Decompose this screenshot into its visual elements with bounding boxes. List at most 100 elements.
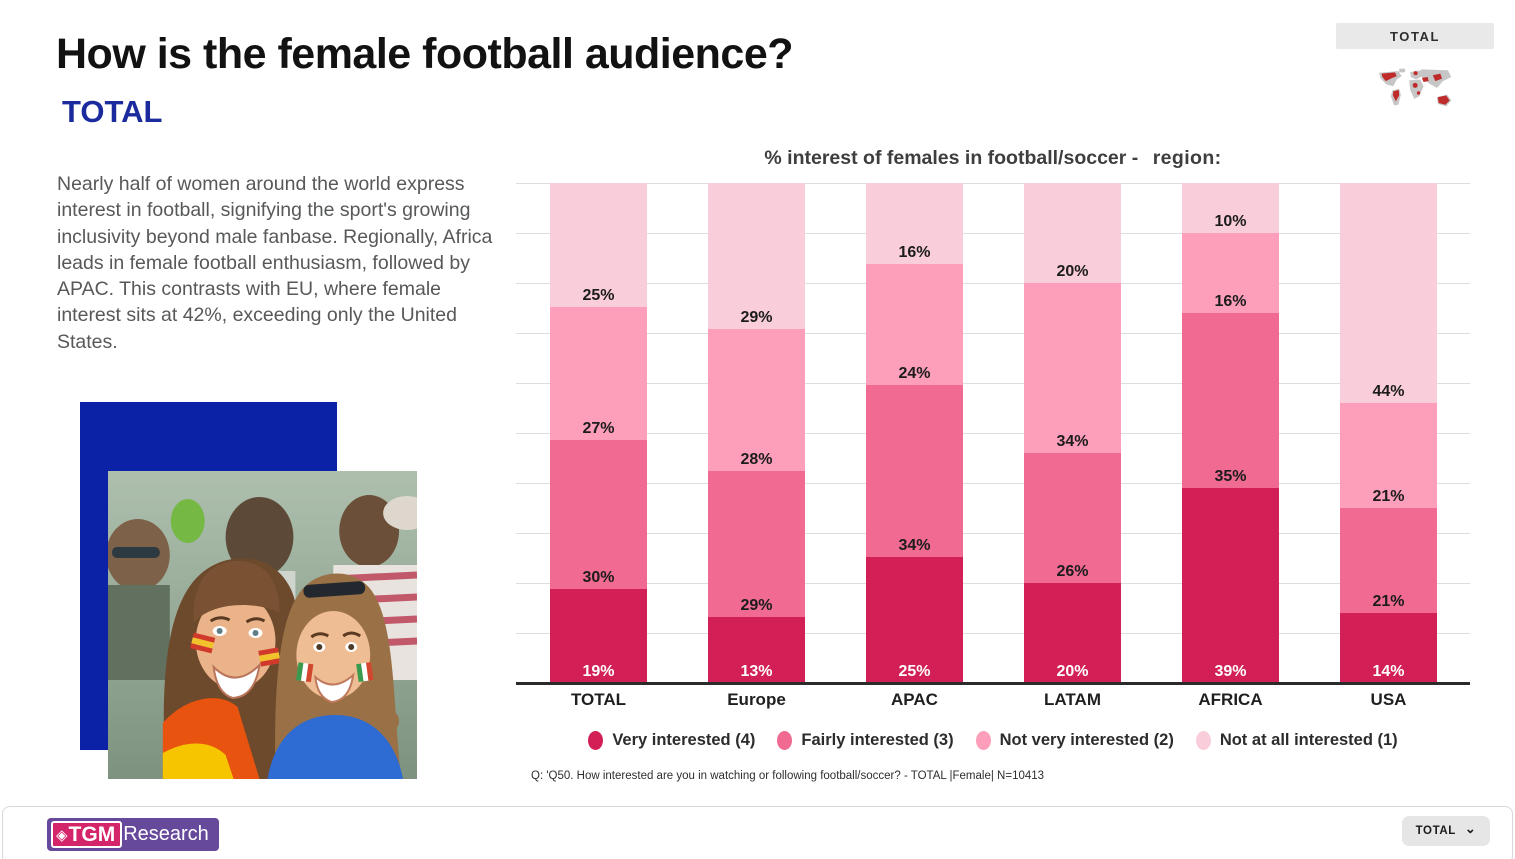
legend-label: Not at all interested (1) — [1219, 731, 1398, 749]
bar-segment: 35% — [1182, 313, 1279, 488]
bar-segment: 14% — [1340, 613, 1437, 683]
segment-value-label: 21% — [1372, 593, 1405, 610]
bar-segment: 29% — [708, 470, 805, 618]
chart-title-region: region: — [1152, 147, 1222, 169]
bar-apac: 25% 34% 24% 16% — [866, 183, 963, 683]
segment-value-label: 35% — [1214, 468, 1247, 485]
bar-segment: 21% — [1340, 508, 1437, 613]
gridline — [516, 183, 1470, 184]
bar-segment: 34% — [866, 385, 963, 557]
bar-segment: 39% — [1182, 488, 1279, 683]
legend-label: Fairly interested (3) — [801, 731, 954, 749]
tgm-logo-box: ◈ TGM — [51, 821, 123, 848]
bar-segment: 25% — [550, 183, 647, 307]
segment-value-label: 20% — [1056, 663, 1089, 680]
bar-latam: 20% 26% 34% 20% — [1024, 183, 1121, 683]
segment-value-label: 28% — [740, 450, 773, 468]
x-axis-label: TOTAL — [570, 690, 627, 709]
x-axis-label: Europe — [727, 690, 786, 709]
subtitle-total: TOTAL — [62, 94, 163, 129]
bar-segment: 20% — [1024, 583, 1121, 683]
segment-value-label: 34% — [898, 536, 931, 554]
x-axis-label: USA — [1370, 690, 1407, 709]
female-fans-photo — [108, 471, 417, 779]
region-dropdown[interactable]: TOTAL ⌄ — [1402, 816, 1490, 846]
bar-africa: 39% 35% 16% 10% — [1182, 183, 1279, 683]
segment-value-label: 19% — [582, 663, 615, 680]
x-axis-label: APAC — [891, 690, 938, 709]
stacked-bar-plot: 19% 30% 27% 25% TOTAL 13% 29% 28% 29% Europe 25% 34… — [516, 183, 1470, 709]
gridline — [516, 633, 1470, 634]
segment-value-label: 13% — [740, 663, 773, 680]
gridline — [516, 483, 1470, 484]
bar-usa: 14% 21% 21% 44% — [1340, 183, 1437, 683]
segment-value-label: 29% — [740, 597, 773, 615]
segment-value-label: 20% — [1056, 263, 1089, 280]
diamond-icon: ◈ — [56, 826, 68, 844]
x-axis-label: LATAM — [1044, 690, 1101, 709]
world-map-icon — [1379, 68, 1452, 107]
chevron-down-icon: ⌄ — [1464, 821, 1477, 836]
bar-segment: 19% — [550, 588, 647, 683]
segment-value-label: 25% — [898, 663, 931, 680]
segment-value-label: 14% — [1372, 663, 1405, 680]
region-tab-total[interactable]: TOTAL — [1336, 23, 1494, 49]
segment-value-label: 44% — [1372, 383, 1405, 400]
gridline — [516, 333, 1470, 334]
bar-total: 19% 30% 27% 25% — [550, 183, 647, 683]
segment-value-label: 34% — [1056, 433, 1089, 450]
bar-segment: 29% — [708, 183, 805, 330]
chart-title: % interest of females in football/soccer… — [516, 147, 1470, 170]
page-title: How is the female football audience? — [56, 30, 794, 78]
segment-value-label: 21% — [1372, 488, 1405, 505]
gridline — [516, 433, 1470, 434]
segment-value-label: 10% — [1214, 213, 1247, 230]
gridline — [516, 583, 1470, 584]
bar-segment: 34% — [1024, 283, 1121, 453]
bar-segment: 16% — [866, 183, 963, 264]
chart-footnote: Q: 'Q50. How interested are you in watch… — [531, 770, 1045, 782]
legend-item: Not at all interested (1) — [1195, 731, 1398, 750]
bar-segment: 30% — [550, 440, 647, 589]
chart-title-main: % interest of females in football/soccer… — [764, 147, 1144, 169]
bar-segment: 27% — [550, 306, 647, 441]
chart-legend: Very interested (4) Fairly interested (3)… — [516, 731, 1470, 750]
legend-label: Not very interested (2) — [999, 731, 1174, 749]
legend-dot-icon — [588, 731, 604, 750]
bar-segment: 20% — [1024, 183, 1121, 283]
bar-europe: 13% 29% 28% 29% — [708, 183, 805, 683]
tgm-logo-text: TGM — [68, 822, 116, 846]
segment-value-label: 39% — [1214, 663, 1247, 680]
x-axis-line — [516, 682, 1470, 685]
segment-value-label: 29% — [740, 309, 773, 327]
bar-segment: 13% — [708, 617, 805, 683]
segment-value-label: 25% — [582, 286, 615, 304]
legend-label: Very interested (4) — [612, 731, 756, 749]
gridline — [516, 233, 1470, 234]
segment-value-label: 26% — [1056, 563, 1089, 580]
bar-segment: 16% — [1182, 233, 1279, 313]
bar-segment: 21% — [1340, 403, 1437, 508]
segment-value-label: 16% — [1214, 293, 1247, 310]
research-logo-text: Research — [123, 823, 209, 845]
x-axis-label: AFRICA — [1198, 690, 1263, 709]
bar-segment: 10% — [1182, 183, 1279, 233]
summary-text: Nearly half of women around the world ex… — [57, 173, 493, 353]
bar-segment: 28% — [708, 329, 805, 471]
legend-item: Fairly interested (3) — [777, 731, 954, 750]
segment-value-label: 16% — [898, 243, 931, 261]
bar-segment: 26% — [1024, 453, 1121, 583]
segment-value-label: 27% — [582, 420, 615, 438]
footer-bar: ◈ TGM Research TOTAL ⌄ — [2, 806, 1513, 859]
legend-dot-icon — [975, 731, 991, 750]
legend-dot-icon — [1195, 731, 1211, 750]
gridline — [516, 533, 1470, 534]
region-dropdown-label: TOTAL — [1415, 825, 1456, 837]
segment-value-label: 24% — [898, 365, 931, 383]
gridline — [516, 283, 1470, 284]
segment-value-label: 30% — [582, 568, 615, 586]
legend-item: Very interested (4) — [588, 731, 755, 750]
legend-item: Not very interested (2) — [975, 731, 1174, 750]
gridline — [516, 383, 1470, 384]
